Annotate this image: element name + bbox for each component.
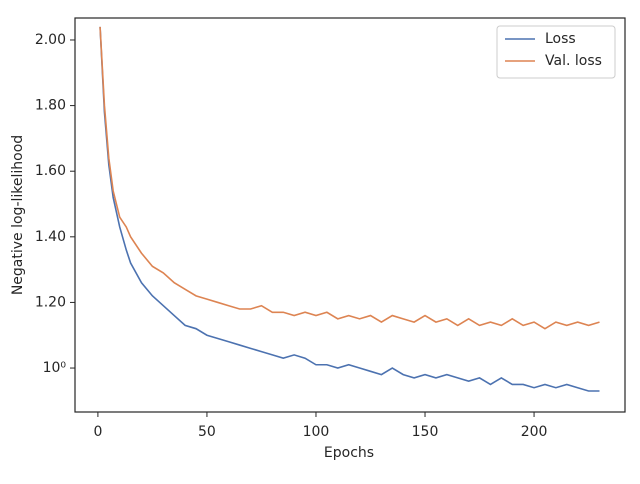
x-tick-label: 50 — [198, 424, 216, 440]
plot-frame — [74, 17, 626, 413]
x-tick-label: 100 — [303, 424, 330, 440]
y-axis-label: Negative log-likelihood — [10, 135, 26, 295]
series-line — [99, 26, 600, 392]
y-tick-label: 10⁰ — [43, 360, 67, 376]
legend-label: Val. loss — [545, 53, 602, 69]
series-line — [99, 26, 600, 330]
x-tick-label: 150 — [412, 424, 439, 440]
y-tick-label: 1.20 — [35, 294, 66, 310]
y-tick-label: 1.40 — [35, 229, 66, 245]
y-tick-label: 1.60 — [35, 163, 66, 179]
y-tick-label: 1.80 — [35, 98, 66, 114]
x-tick-label: 0 — [93, 424, 102, 440]
y-tick-label: 2.00 — [35, 32, 66, 48]
legend-label: Loss — [545, 31, 576, 47]
x-tick-label: 200 — [521, 424, 548, 440]
x-axis-label: Epochs — [324, 445, 374, 461]
